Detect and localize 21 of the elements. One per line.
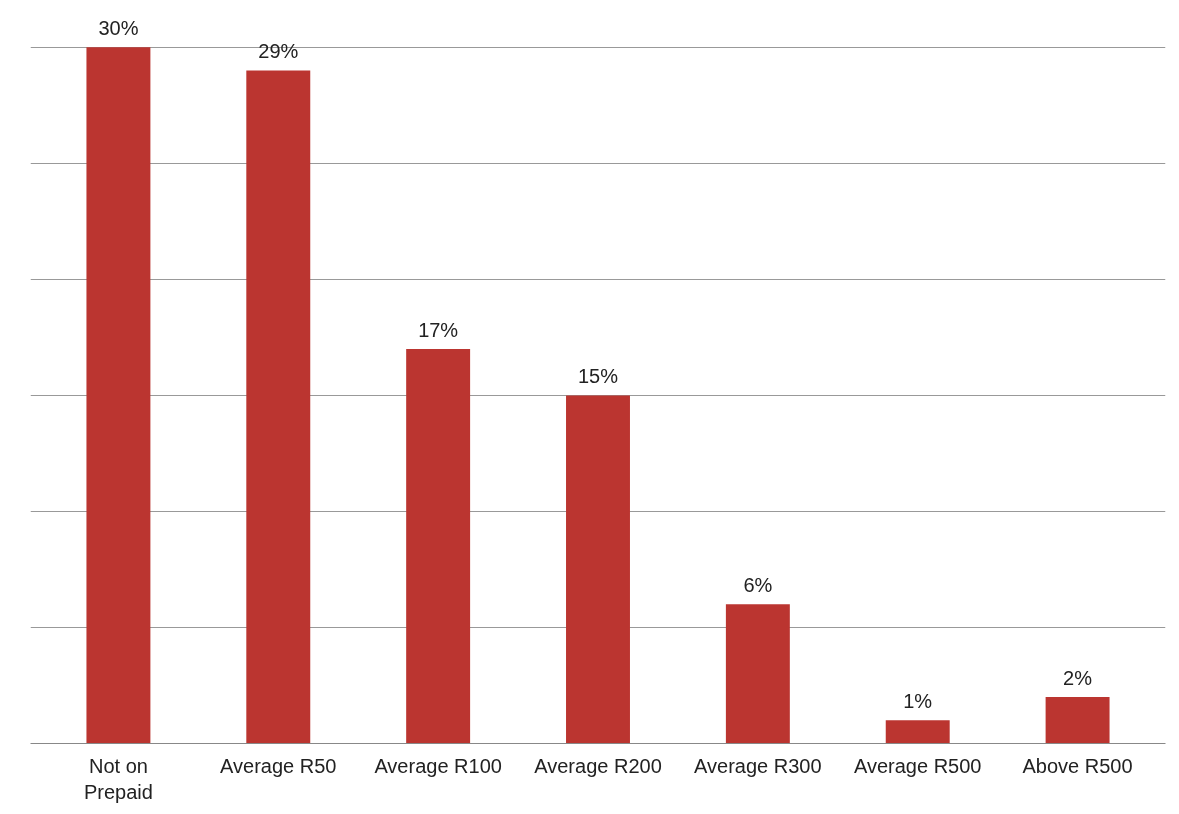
bar [1045,697,1110,744]
data-label: 2% [1063,667,1093,690]
x-tick-label: Average R100 [374,754,502,777]
bar [725,604,790,744]
x-tick-label: Average R500 [853,754,982,777]
data-label: 15% [577,365,619,388]
bar [246,70,311,744]
x-tick-label: Not on Prepaid [83,754,153,803]
data-label: 30% [98,17,139,40]
bar [406,348,471,744]
x-tick-label: Average R300 [694,754,822,777]
bar [885,720,950,744]
x-tick-label: Average R200 [534,754,662,777]
x-tick-label: Above R500 [1022,754,1133,777]
data-label: 6% [743,574,773,597]
data-label: 1% [903,690,933,713]
data-label: 17% [418,318,459,341]
data-label: 29% [258,40,299,63]
x-tick-label: Average R50 [220,754,337,777]
bar [86,47,151,744]
bar [566,395,630,744]
